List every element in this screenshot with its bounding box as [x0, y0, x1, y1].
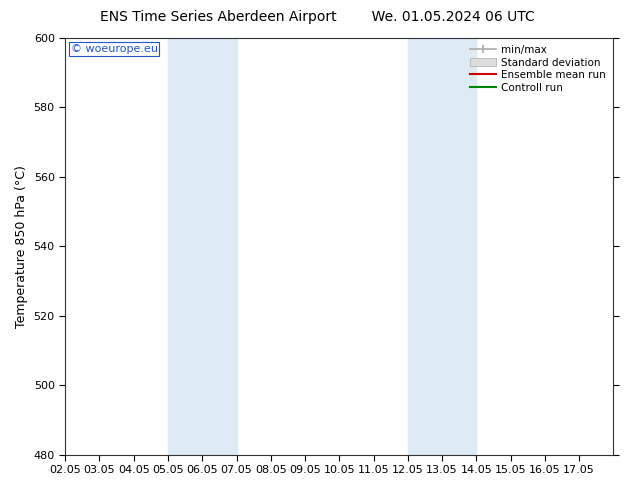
Legend: min/max, Standard deviation, Ensemble mean run, Controll run: min/max, Standard deviation, Ensemble me…	[466, 41, 611, 97]
Y-axis label: Temperature 850 hPa (°C): Temperature 850 hPa (°C)	[15, 165, 28, 327]
Text: ENS Time Series Aberdeen Airport        We. 01.05.2024 06 UTC: ENS Time Series Aberdeen Airport We. 01.…	[100, 10, 534, 24]
Text: © woeurope.eu: © woeurope.eu	[71, 44, 158, 54]
Bar	[408, 38, 476, 455]
Bar	[168, 38, 236, 455]
